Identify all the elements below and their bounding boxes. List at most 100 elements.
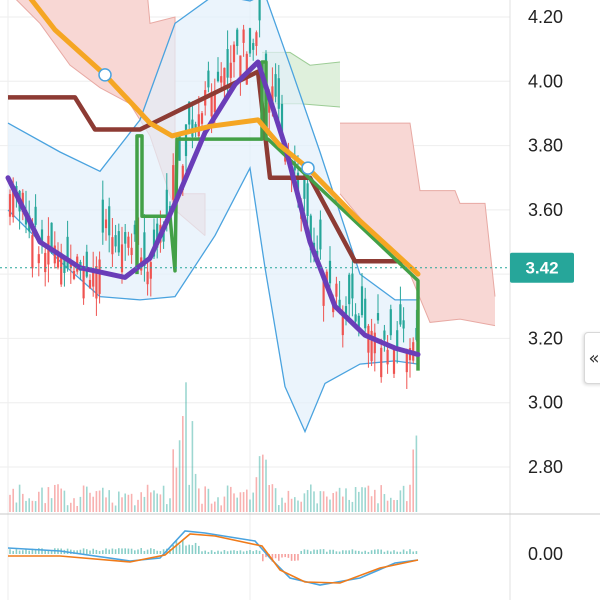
volume-bar — [306, 490, 309, 512]
candle-body — [130, 247, 133, 256]
macd-histogram-bar — [351, 549, 354, 554]
candle-body — [60, 252, 63, 285]
volume-bar — [28, 498, 30, 512]
macd-histogram-bar — [31, 548, 34, 554]
candle-body — [258, 0, 261, 21]
macd-histogram-bar — [367, 551, 370, 554]
macd-histogram-bar — [252, 551, 254, 554]
volume-bar — [34, 501, 37, 512]
macd-histogram-bar — [383, 551, 386, 554]
macd-histogram-bar — [121, 548, 123, 554]
orange-ma-line — [28, 0, 421, 277]
macd-histogram-bar — [396, 551, 398, 554]
macd-histogram-bar — [281, 554, 283, 558]
candle-body — [389, 309, 392, 336]
volume-bar — [92, 496, 94, 512]
last-price-badge-bg — [510, 252, 574, 283]
macd-histogram-bar — [294, 554, 296, 561]
candle-body — [360, 286, 364, 316]
candle-body — [223, 67, 226, 88]
price-tick-label: 3.20 — [528, 328, 563, 348]
macd-histogram-bar — [380, 549, 382, 554]
volume-bar — [370, 496, 373, 512]
candle-body — [405, 350, 408, 373]
macd-histogram-bar — [44, 549, 46, 554]
macd-histogram-bar — [406, 551, 408, 554]
macd-histogram-bar — [76, 550, 78, 554]
volume-bar — [143, 496, 146, 512]
macd-histogram-bar — [297, 554, 299, 561]
volume-bar — [47, 487, 50, 512]
last-price-badge-label: 3.42 — [525, 259, 558, 278]
volume-bar — [402, 485, 405, 512]
macd-histogram-bar — [86, 549, 88, 554]
volume-bar — [358, 491, 360, 512]
volume-bar — [146, 484, 149, 512]
candle-body — [178, 135, 181, 161]
macd-histogram-bar — [386, 550, 389, 554]
candle-body — [232, 44, 236, 63]
macd-histogram-bar — [188, 544, 190, 554]
volume-bar — [66, 505, 69, 512]
volume-bar — [44, 503, 46, 512]
macd-histogram-bar — [79, 549, 82, 554]
volume-bar — [233, 493, 235, 512]
cloud-bear-area-2 — [340, 123, 495, 326]
macd-histogram-bar — [140, 548, 142, 554]
volume-bar — [258, 456, 261, 512]
macd-histogram-bar — [342, 550, 344, 554]
macd-histogram-bar — [102, 550, 104, 554]
candle-body — [226, 49, 229, 78]
volume-bar — [18, 484, 21, 512]
macd-histogram-bar — [326, 551, 328, 554]
macd-histogram-bar — [316, 549, 318, 554]
candle-body — [386, 349, 389, 365]
volume-bar — [150, 492, 152, 512]
macd-histogram-bar — [306, 549, 309, 554]
volume-bar — [294, 497, 296, 512]
volume-bar — [137, 499, 139, 512]
candle-body — [383, 330, 386, 340]
macd-histogram-bar — [246, 550, 248, 554]
macd-histogram-bar — [300, 550, 302, 554]
macd-histogram-bar — [332, 549, 334, 554]
macd-histogram-bar — [108, 549, 110, 554]
macd-histogram-bar — [28, 550, 30, 554]
volume-bar — [351, 501, 354, 512]
gridlines — [0, 0, 511, 600]
candle-body — [245, 53, 248, 85]
volume-bar — [230, 486, 232, 512]
macd-histogram-bar — [236, 550, 238, 554]
volume-bar — [38, 491, 40, 512]
volume-bar — [316, 503, 318, 512]
volume-bar — [297, 500, 299, 512]
candle-body — [255, 32, 258, 47]
volume-bar — [118, 491, 120, 512]
macd-histogram-bar — [226, 551, 229, 554]
macd-histogram-bar — [310, 551, 312, 554]
volume-bar — [98, 490, 101, 512]
volume-bar — [217, 497, 219, 512]
volume-bar — [367, 485, 370, 512]
macd-histogram-bar — [271, 554, 274, 562]
macd-histogram-bar — [233, 550, 235, 554]
macd-histogram-bar — [322, 549, 325, 554]
collapse-panel-icon[interactable]: « — [584, 332, 600, 384]
macd-histogram-bar — [89, 550, 91, 554]
candle-body — [72, 270, 76, 279]
macd-histogram-bar — [258, 550, 261, 554]
volume-bar — [207, 488, 210, 512]
macd-histogram-bar — [290, 554, 293, 561]
macd-histogram-bar — [159, 550, 162, 554]
volume-bar — [338, 487, 341, 512]
volume-bar — [364, 487, 366, 512]
volume-bar — [242, 492, 245, 512]
macd-histogram-bar — [38, 548, 40, 554]
macd-histogram-bar — [412, 551, 414, 554]
candle-body — [188, 101, 191, 125]
volume-bar — [335, 491, 338, 512]
macd-line — [7, 530, 419, 586]
price-tick-label: 3.00 — [528, 393, 563, 413]
candle-body — [172, 165, 175, 200]
